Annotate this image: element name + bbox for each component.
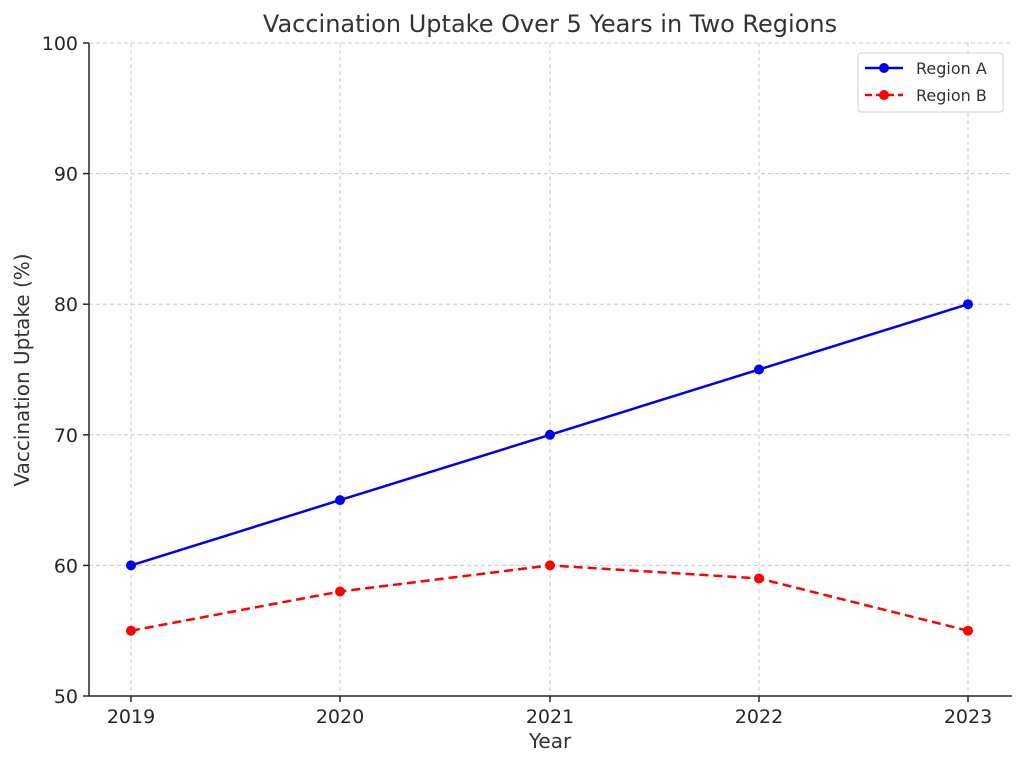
data-point (754, 364, 764, 375)
data-point (545, 429, 555, 440)
data-point (963, 625, 973, 636)
y-tick-label: 50 (54, 686, 78, 708)
data-point (754, 573, 764, 584)
data-point (963, 299, 973, 310)
ticks: 50 60 70 80 90 100 2019 2020 2021 2022 2023 (42, 33, 992, 728)
legend-label: Region B (916, 86, 987, 105)
legend-label: Region A (916, 59, 987, 78)
data-point (545, 560, 555, 571)
y-tick-label: 90 (54, 164, 78, 186)
x-tick-label: 2023 (944, 706, 992, 728)
y-tick-label: 80 (54, 294, 78, 316)
x-tick-label: 2021 (526, 706, 574, 728)
grid (89, 42, 1012, 697)
chart-title: Vaccination Uptake Over 5 Years in Two R… (263, 10, 837, 38)
legend-item: Region A (865, 59, 987, 78)
data-point (335, 495, 345, 506)
x-tick-label: 2019 (107, 706, 155, 728)
data-point (335, 586, 345, 597)
legend-marker (879, 90, 889, 100)
y-axis-label: Vaccination Uptake (%) (10, 253, 34, 486)
legend-item: Region B (865, 86, 987, 105)
legend-marker (879, 63, 889, 73)
x-axis-label: Year (528, 729, 572, 753)
legend: Region A Region B (857, 52, 1004, 113)
series (126, 299, 973, 636)
y-tick-label: 100 (42, 33, 78, 55)
y-tick-label: 60 (54, 555, 78, 577)
data-point (126, 560, 136, 571)
x-tick-label: 2020 (316, 706, 364, 728)
y-tick-label: 70 (54, 425, 78, 447)
data-point (126, 625, 136, 636)
x-tick-label: 2022 (735, 706, 783, 728)
series-region-a (126, 299, 973, 571)
series-region-b (126, 560, 973, 636)
